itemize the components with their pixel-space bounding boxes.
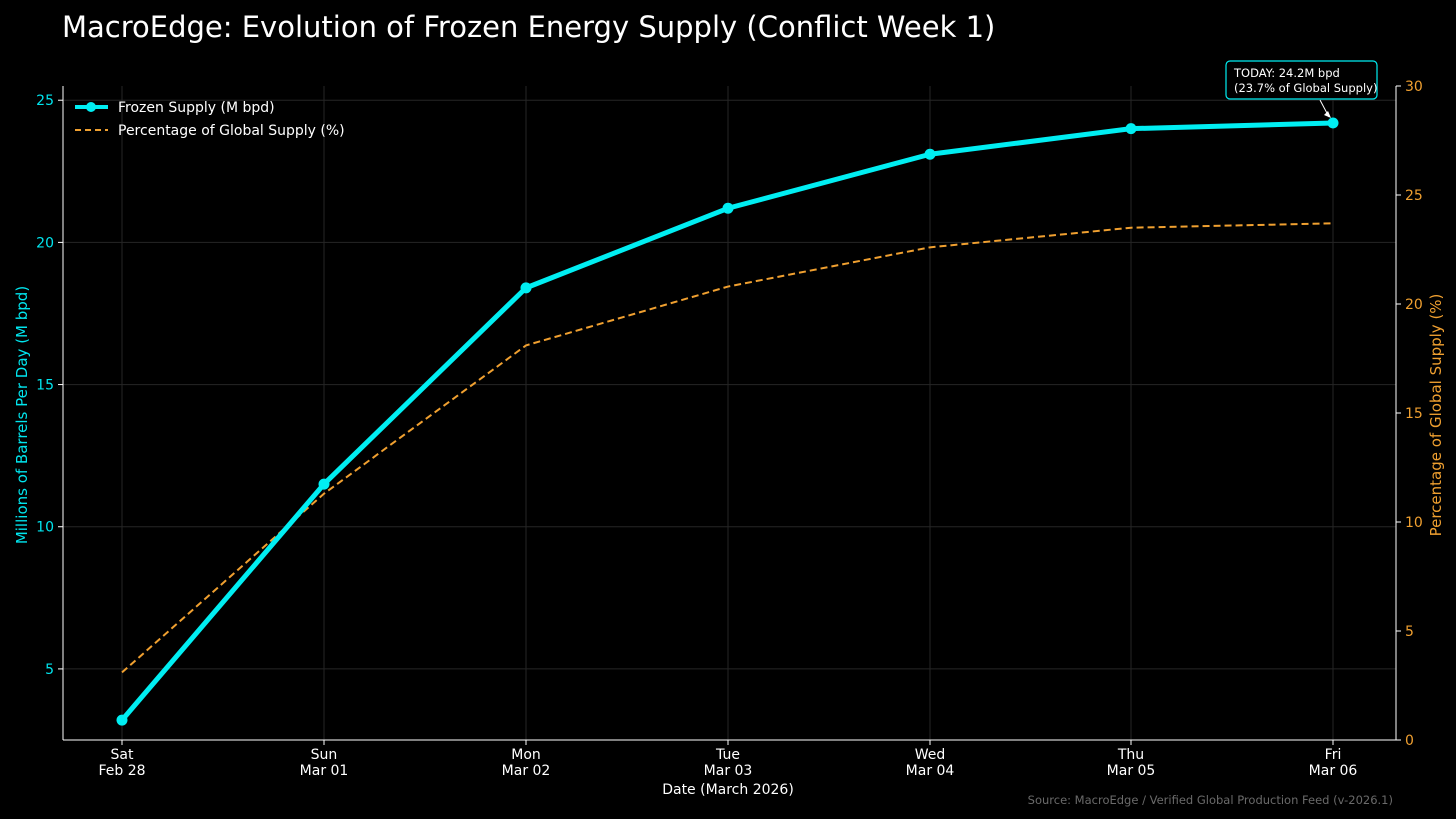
annotation-line-2: (23.7% of Global Supply) — [1234, 81, 1377, 95]
x-tick-label-day: Thu — [1117, 747, 1144, 763]
y-axis-label: Millions of Barrels Per Day (M bpd) — [13, 286, 31, 544]
x-tick-label-date: Feb 28 — [98, 763, 145, 779]
gridlines — [63, 86, 1396, 740]
data-point-frozen-supply — [318, 478, 330, 490]
x-tick-label-day: Sun — [311, 747, 338, 763]
x-tick-label-day: Mon — [511, 747, 541, 763]
series-line-percentage — [121, 222, 1334, 674]
y2-axis-label: Percentage of Global Supply (%) — [1427, 294, 1445, 537]
y-tick-label: 5 — [45, 662, 54, 678]
y2-tick-label: 30 — [1405, 79, 1423, 95]
legend: Frozen Supply (M bpd) Percentage of Glob… — [75, 100, 345, 139]
y2-tick-label: 20 — [1405, 297, 1423, 313]
x-axis-label: Date (March 2026) — [662, 782, 794, 798]
data-point-frozen-supply — [520, 282, 532, 294]
y-tick-label: 10 — [36, 520, 54, 536]
x-tick-label-day: Fri — [1325, 747, 1342, 763]
data-point-frozen-supply — [1327, 117, 1339, 129]
legend-marker-frozen-supply — [86, 102, 96, 112]
axes — [58, 85, 1401, 745]
x-tick-label-date: Mar 01 — [300, 763, 349, 779]
y-tick-label: 20 — [36, 235, 54, 251]
x-tick-label-date: Mar 05 — [1107, 763, 1156, 779]
legend-label-frozen-supply: Frozen Supply (M bpd) — [118, 100, 275, 116]
x-tick-label-date: Mar 02 — [502, 763, 551, 779]
today-annotation: TODAY: 24.2M bpd (23.7% of Global Supply… — [1225, 60, 1378, 118]
y2-tick-label: 5 — [1405, 624, 1414, 640]
source-note: Source: MacroEdge / Verified Global Prod… — [1028, 793, 1393, 807]
annotation-arrow-head — [1324, 110, 1331, 118]
x-tick-label-day: Sat — [111, 747, 134, 763]
x-tick-label-date: Mar 03 — [704, 763, 753, 779]
annotation-box — [1225, 60, 1378, 100]
y-tick-label: 25 — [36, 93, 54, 109]
x-tick-label-date: Mar 06 — [1309, 763, 1358, 779]
x-tick-label-date: Mar 04 — [906, 763, 955, 779]
legend-label-percentage: Percentage of Global Supply (%) — [118, 123, 345, 139]
y-tick-label: 15 — [36, 378, 54, 394]
y2-tick-label: 15 — [1405, 406, 1423, 422]
y2-tick-label: 10 — [1405, 515, 1423, 531]
annotation-line-1: TODAY: 24.2M bpd — [1233, 66, 1340, 80]
data-point-frozen-supply — [722, 202, 734, 214]
chart-title: MacroEdge: Evolution of Frozen Energy Su… — [62, 10, 995, 44]
x-tick-label-day: Tue — [715, 747, 740, 763]
data-point-frozen-supply — [924, 148, 936, 160]
data-point-frozen-supply — [116, 714, 128, 726]
y2-tick-label: 0 — [1405, 733, 1414, 749]
y2-tick-label: 25 — [1405, 188, 1423, 204]
x-tick-label-day: Wed — [915, 747, 946, 763]
data-point-frozen-supply — [1125, 123, 1137, 135]
series-layer — [116, 117, 1339, 726]
